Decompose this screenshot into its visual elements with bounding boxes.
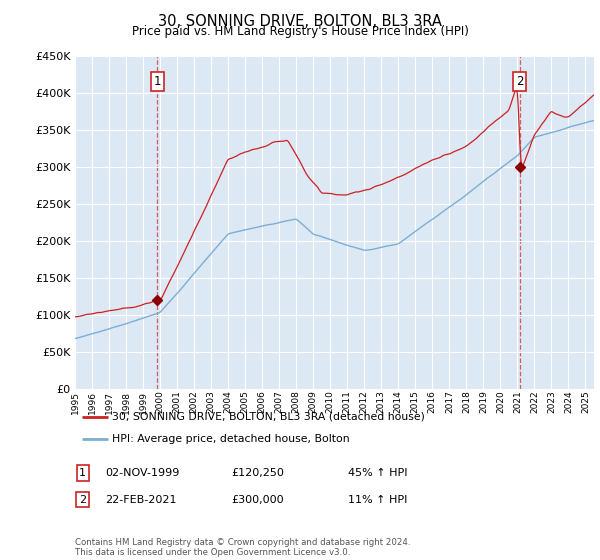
Text: 30, SONNING DRIVE, BOLTON, BL3 3RA: 30, SONNING DRIVE, BOLTON, BL3 3RA bbox=[158, 14, 442, 29]
Text: 1: 1 bbox=[154, 76, 161, 88]
Text: Contains HM Land Registry data © Crown copyright and database right 2024.
This d: Contains HM Land Registry data © Crown c… bbox=[75, 538, 410, 557]
Text: 11% ↑ HPI: 11% ↑ HPI bbox=[348, 494, 407, 505]
Text: HPI: Average price, detached house, Bolton: HPI: Average price, detached house, Bolt… bbox=[112, 434, 350, 444]
Text: 45% ↑ HPI: 45% ↑ HPI bbox=[348, 468, 407, 478]
Text: 30, SONNING DRIVE, BOLTON, BL3 3RA (detached house): 30, SONNING DRIVE, BOLTON, BL3 3RA (deta… bbox=[112, 412, 425, 422]
Text: 22-FEB-2021: 22-FEB-2021 bbox=[105, 494, 176, 505]
Text: £300,000: £300,000 bbox=[231, 494, 284, 505]
Text: 02-NOV-1999: 02-NOV-1999 bbox=[105, 468, 179, 478]
Text: £120,250: £120,250 bbox=[231, 468, 284, 478]
Text: Price paid vs. HM Land Registry's House Price Index (HPI): Price paid vs. HM Land Registry's House … bbox=[131, 25, 469, 38]
Text: 2: 2 bbox=[516, 76, 523, 88]
Text: 1: 1 bbox=[79, 468, 86, 478]
Text: 2: 2 bbox=[79, 494, 86, 505]
